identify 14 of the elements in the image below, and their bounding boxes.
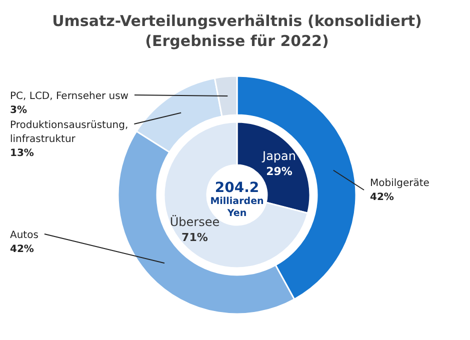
donut-slice xyxy=(163,121,308,269)
slice-label: Mobilgeräte xyxy=(370,178,430,189)
data-label: 13% xyxy=(10,148,34,159)
slice-label: PC, LCD, Fernseher usw xyxy=(10,91,128,102)
data-label: 42% xyxy=(370,192,394,203)
slice-label: Autos xyxy=(10,230,38,241)
data-label: 71% xyxy=(182,230,208,244)
text: 204.2 xyxy=(214,180,260,196)
data-label: 3% xyxy=(10,105,27,116)
data-label: 29% xyxy=(266,165,292,178)
chart-title: Umsatz-Verteilungsverhältnis (konsolidiert) (Ergebnisse für 2022) xyxy=(52,12,422,50)
data-label: 42% xyxy=(10,244,34,255)
slice-label: Japan xyxy=(262,149,296,164)
slice-label: Produktionsausrüstung, linfrastruktur xyxy=(10,120,128,145)
